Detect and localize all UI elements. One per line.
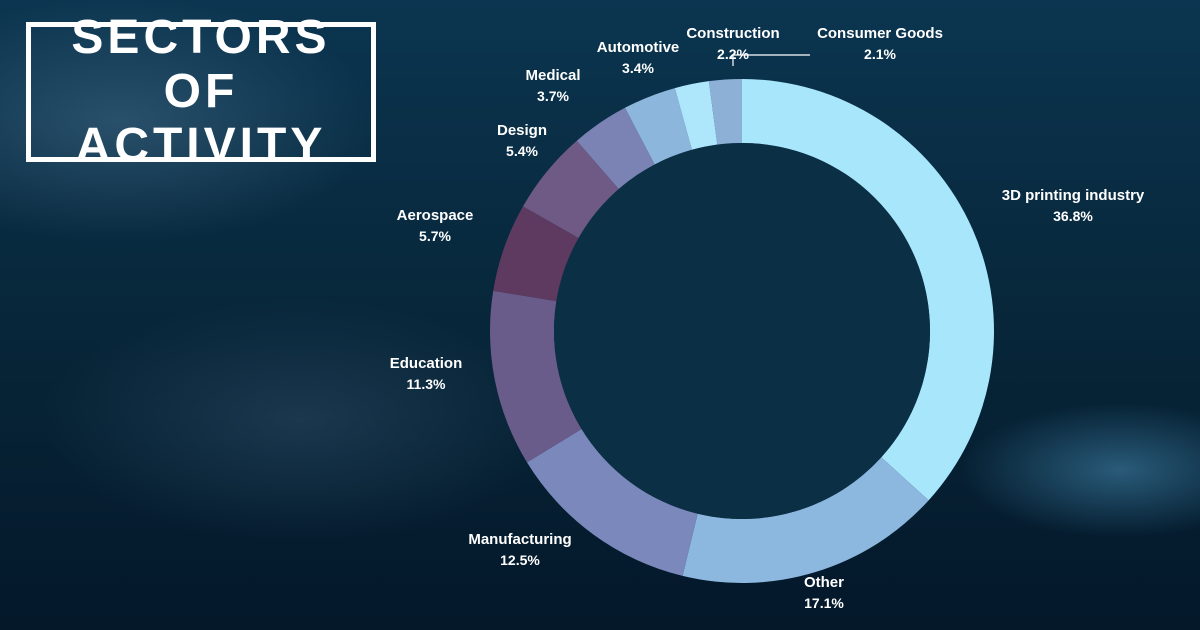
slice-other (682, 457, 929, 584)
label-other: Other (804, 574, 844, 591)
label-consumer-goods: Consumer Goods (817, 25, 943, 42)
title-line-1: SECTORS OF (71, 11, 331, 118)
value-label-medical: 3.7% (537, 88, 569, 104)
value-label-consumer-goods: 2.1% (864, 46, 896, 62)
label-aerospace: Aerospace (397, 207, 474, 224)
slice-3d-printing-industry (742, 79, 995, 501)
slice-construction (674, 81, 718, 150)
title-line-2: ACTIVITY (75, 119, 327, 172)
slice-design (522, 140, 619, 239)
value-label-manufacturing: 12.5% (500, 552, 540, 568)
label-education: Education (390, 355, 463, 372)
slice-aerospace (493, 206, 579, 302)
slice-automotive (624, 88, 692, 165)
slice-medical (576, 107, 655, 190)
label-medical: Medical (525, 67, 580, 84)
donut-hole (554, 143, 930, 519)
slice-manufacturing (526, 429, 698, 576)
label-construction: Construction (686, 25, 779, 42)
label-design: Design (497, 122, 547, 139)
value-label-education: 11.3% (407, 376, 446, 392)
title-box: SECTORS OF ACTIVITY (26, 11, 376, 172)
value-label-automotive: 3.4% (622, 60, 654, 76)
slice-consumer-goods (708, 79, 742, 145)
value-label-construction: 2.2% (717, 46, 749, 62)
value-label-other: 17.1% (804, 595, 844, 611)
slice-education (489, 290, 582, 463)
label-automotive: Automotive (597, 39, 680, 56)
value-label-design: 5.4% (506, 143, 538, 159)
leader-line-consumer-goods (732, 54, 810, 66)
value-label-aerospace: 5.7% (419, 228, 451, 244)
value-label-3d-printing-industry: 36.8% (1053, 208, 1093, 224)
label-3d-printing-industry: 3D printing industry (1002, 187, 1145, 204)
label-manufacturing: Manufacturing (468, 531, 571, 548)
